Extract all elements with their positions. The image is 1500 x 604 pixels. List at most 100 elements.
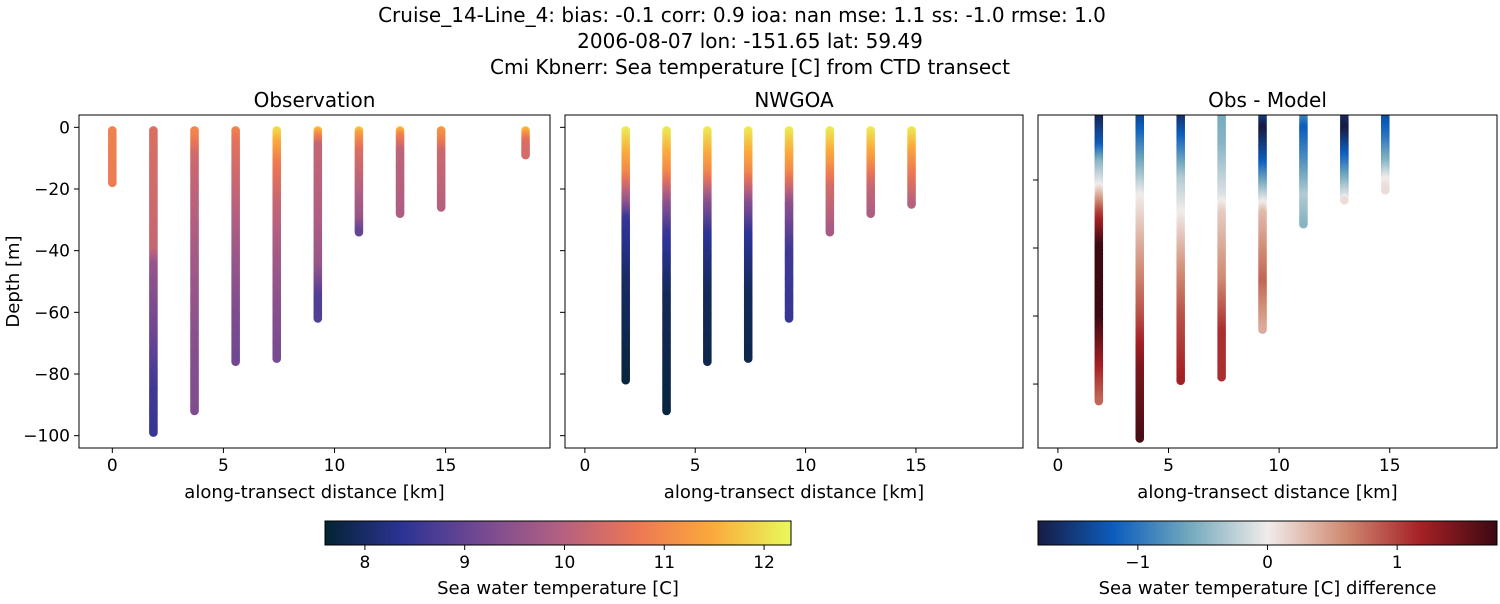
colorbar-tick-label: 1 [1392, 553, 1403, 573]
profile-station-3 [703, 126, 712, 366]
data-point [231, 357, 240, 366]
data-point [743, 354, 753, 363]
colorbar-label: Sea water temperature [C] [437, 578, 679, 599]
profile-station-5 [272, 126, 282, 363]
axes-frame [78, 114, 551, 449]
data-point [1135, 434, 1145, 443]
profile-station-5 [784, 126, 794, 323]
x-tick-label: 10 [1268, 456, 1290, 476]
data-point [354, 227, 364, 237]
panel-title: Obs - Model [1208, 88, 1327, 112]
colorbar-tick-label: 9 [459, 553, 470, 573]
data-point [149, 428, 158, 437]
profile-station-8 [1380, 115, 1390, 195]
y-tick-label: −20 [34, 180, 70, 200]
profile-station-6 [825, 126, 835, 237]
profile-station-2 [149, 126, 158, 437]
data-point [662, 406, 671, 416]
data-point [190, 406, 199, 416]
data-point [1380, 185, 1390, 195]
axes-frame [564, 114, 1024, 449]
x-tick-label: 5 [218, 456, 229, 476]
data-point [108, 178, 117, 188]
profile-station-2 [1135, 115, 1145, 443]
x-axis-label: along-transect distance [km] [184, 482, 444, 503]
colorbar-tick-label: 12 [753, 553, 775, 573]
x-tick-label: 10 [795, 456, 817, 476]
profile-station-1 [621, 126, 630, 385]
scatter-points [621, 126, 916, 416]
x-tick-label: 10 [324, 456, 346, 476]
data-point [784, 314, 794, 323]
panel-3: Obs - Model along-transect distance [km] 0… [1033, 88, 1498, 503]
title-line-2: 2006-08-07 lon: -151.65 lat: 59.49 [577, 29, 923, 53]
axes-frame [1037, 114, 1498, 449]
profile-station-3 [1176, 115, 1185, 385]
data-point [1299, 219, 1308, 229]
x-tick-label: 15 [1379, 456, 1401, 476]
profile-station-8 [395, 126, 405, 218]
data-point [1217, 372, 1226, 382]
data-point [621, 375, 630, 385]
data-point [395, 209, 405, 218]
colorbar-tick-label: −1 [1125, 553, 1150, 573]
data-point [1176, 376, 1185, 385]
profile-station-1 [1094, 115, 1104, 406]
y-tick-label: 0 [59, 118, 70, 138]
data-point [907, 200, 916, 209]
profile-station-7 [866, 126, 876, 218]
x-tick-label: 15 [435, 456, 457, 476]
y-tick-label: −60 [34, 303, 70, 323]
scatter-points [1094, 115, 1390, 443]
profile-station-7 [354, 126, 364, 237]
profile-station-9 [436, 126, 446, 212]
x-tick-label: 5 [690, 456, 701, 476]
profile-station-4 [743, 126, 753, 363]
data-point [521, 150, 530, 160]
profile-station-1 [108, 126, 117, 188]
data-point [866, 209, 876, 218]
profile-station-6 [313, 126, 323, 323]
data-point [313, 314, 323, 323]
profile-station-5 [1258, 115, 1267, 334]
colorbar-balance: −1 0 1 Sea water temperature [C] difference [1037, 520, 1498, 599]
x-axis-label: along-transect distance [km] [1137, 482, 1397, 503]
y-axis-label: Depth [m] [3, 235, 24, 327]
profile-station-4 [231, 126, 240, 366]
panel-title: NWGOA [754, 88, 834, 112]
data-point [436, 203, 446, 212]
colorbar-gradient [324, 520, 792, 546]
profile-station-8 [907, 126, 916, 209]
data-point [1340, 196, 1349, 205]
title-line-1: Cruise_14-Line_4: bias: -0.1 corr: 0.9 i… [378, 3, 1106, 27]
data-point [703, 357, 712, 366]
x-tick-label: 0 [579, 456, 590, 476]
data-point [1258, 325, 1267, 334]
colorbar-thermal: 8 9 10 11 12 Sea water temperature [C] [324, 520, 792, 599]
x-axis-label: along-transect distance [km] [664, 482, 924, 503]
profile-station-2 [662, 126, 671, 416]
x-tick-label: 0 [107, 456, 118, 476]
colorbar-tick-label: 8 [360, 553, 371, 573]
y-tick-label: −80 [34, 365, 70, 385]
profile-station-6 [1299, 115, 1308, 229]
data-point [825, 227, 835, 237]
profile-station-7 [1340, 115, 1349, 205]
profile-station-10 [521, 126, 530, 160]
colorbar-gradient [1037, 520, 1498, 546]
data-point [1094, 396, 1104, 406]
title-line-3: Cmi Kbnerr: Sea temperature [C] from CTD… [490, 55, 1010, 79]
colorbar-tick-label: 0 [1262, 553, 1273, 573]
scatter-points [108, 126, 530, 437]
colorbar-tick-label: 11 [653, 553, 675, 573]
profile-station-3 [190, 126, 199, 416]
profile-station-4 [1217, 115, 1226, 382]
colorbar-tick-label: 10 [554, 553, 576, 573]
panel-2: NWGOA along-transect distance [km] 0 5 10 15 [560, 88, 1024, 503]
panel-title: Observation [254, 88, 376, 112]
y-tick-label: −100 [23, 427, 70, 447]
y-tick-label: −40 [34, 242, 70, 262]
x-tick-label: 0 [1052, 456, 1063, 476]
x-tick-label: 5 [1163, 456, 1174, 476]
